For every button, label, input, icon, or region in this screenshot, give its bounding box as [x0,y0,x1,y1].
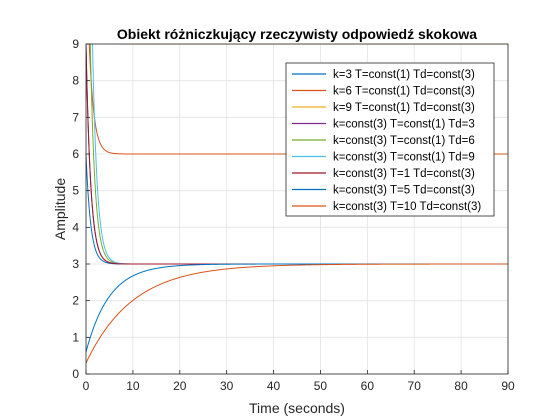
legend-entry: k=const(3) T=const(1) Td=3 [333,119,475,131]
legend-entry: k=3 T=const(1) Td=const(3) [333,69,475,81]
legend-entry: k=6 T=const(1) Td=const(3) [333,86,475,98]
x-tick-label: 50 [314,379,328,393]
legend-entry: k=const(3) T=1 Td=const(3) [333,168,475,180]
chart-title: Obiekt różniczkujący rzeczywisty odpowie… [117,26,477,42]
x-tick-label: 80 [454,379,468,393]
y-tick-label: 1 [72,330,79,344]
y-tick-label: 4 [72,220,79,234]
legend-entry: k=const(3) T=5 Td=const(3) [333,185,475,197]
y-tick-label: 9 [72,37,79,51]
legend-entry: k=const(3) T=const(1) Td=6 [333,135,475,147]
y-axis-label: Amplitude [52,178,68,240]
y-tick-label: 5 [72,184,79,198]
y-tick-label: 7 [72,110,79,124]
y-tick-label: 3 [72,257,79,271]
x-tick-label: 20 [173,379,187,393]
x-tick-label: 40 [267,379,281,393]
axis-ticks: 0 10 20 30 40 50 60 70 80 90 0 1 2 3 4 5 6 7 8 9 [72,37,515,393]
x-tick-label: 60 [361,379,375,393]
x-tick-label: 30 [220,379,234,393]
legend-entry: k=const(3) T=const(1) Td=9 [333,152,475,164]
legend: k=3 T=const(1) Td=const(3) k=6 T=const(1)… [285,62,495,217]
y-tick-label: 8 [72,74,79,88]
legend-entry: k=9 T=const(1) Td=const(3) [333,102,475,114]
x-tick-label: 70 [408,379,422,393]
x-tick-label: 90 [501,379,515,393]
legend-entry: k=const(3) T=10 Td=const(3) [333,201,481,213]
series-line-9 [86,263,508,364]
y-tick-label: 0 [72,367,79,381]
x-tick-label: 0 [83,379,90,393]
x-tick-label: 10 [126,379,140,393]
x-axis-label: Time (seconds) [249,400,345,416]
y-tick-label: 6 [72,147,79,161]
plot-box [85,43,509,375]
y-tick-label: 2 [72,294,79,308]
